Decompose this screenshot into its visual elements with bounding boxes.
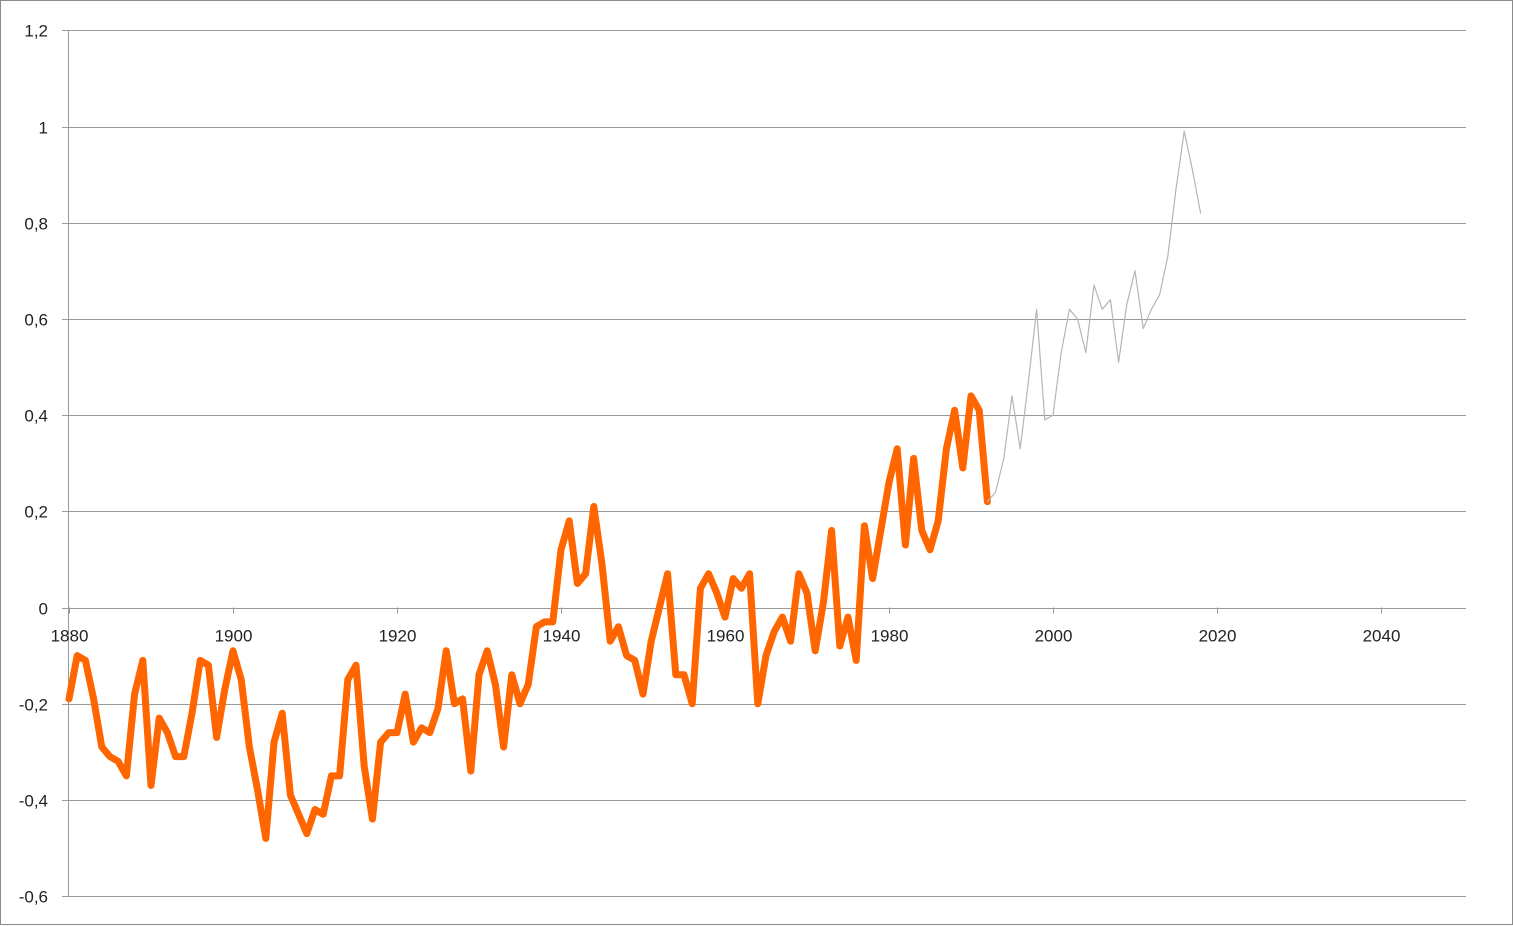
x-tick-label: 2020 (1199, 627, 1237, 646)
y-tick-label: -0,6 (19, 888, 48, 907)
y-tick-label: 0 (39, 600, 48, 619)
series (65, 130, 1202, 842)
x-tick-label: 1920 (379, 627, 417, 646)
y-tick-label: 0,2 (24, 503, 48, 522)
x-tick-label: 2000 (1035, 627, 1073, 646)
x-tick-label: 2040 (1363, 627, 1401, 646)
series-line-gray (986, 130, 1202, 503)
x-tick-label: 1940 (543, 627, 581, 646)
x-tick-label: 1900 (215, 627, 253, 646)
x-tick-label: 1880 (51, 627, 89, 646)
y-tick-label: -0,4 (19, 792, 48, 811)
y-tick-label: 0,4 (24, 407, 48, 426)
axes (68, 30, 1382, 896)
x-tick-label: 1980 (871, 627, 909, 646)
series-line-orange (65, 392, 991, 842)
x-tick-label: 1960 (707, 627, 745, 646)
y-tick-label: 1 (39, 119, 48, 138)
y-tick-label: -0,2 (19, 696, 48, 715)
y-tick-labels: -0,6 -0,4 -0,2 0 0,2 0,4 0,6 0,8 1 1,2 (19, 22, 48, 907)
x-tick-labels: 1880 1900 1920 1940 1960 1980 2000 2020 2040 (51, 627, 1401, 646)
y-tick-label: 0,8 (24, 215, 48, 234)
y-tick-label: 1,2 (24, 22, 48, 41)
y-tick-label: 0,6 (24, 311, 48, 330)
